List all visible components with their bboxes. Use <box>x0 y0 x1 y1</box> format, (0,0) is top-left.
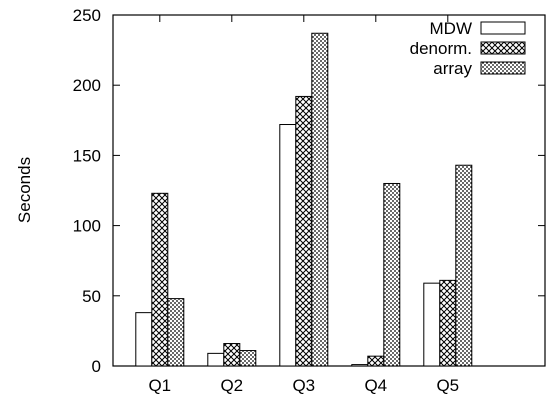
x-tick-label: Q1 <box>148 376 171 395</box>
bar-mdw-q4 <box>351 364 369 367</box>
plot-frame <box>112 14 546 367</box>
legend-swatch <box>480 41 526 55</box>
bar-denorm--q1 <box>151 192 169 367</box>
y-tick-label: 200 <box>73 76 101 95</box>
bar-array-q5 <box>455 164 473 367</box>
y-axis: 0 50 100 150 200 250 <box>73 6 545 376</box>
y-tick-label: 0 <box>92 357 101 376</box>
bar-array-q4 <box>383 182 401 367</box>
bars <box>135 32 473 367</box>
y-tick-label: 100 <box>73 217 101 236</box>
legend-label: array <box>433 59 472 78</box>
bar-mdw-q2 <box>207 352 225 367</box>
y-tick-label: 150 <box>73 146 101 165</box>
y-axis-title: Seconds <box>15 157 34 223</box>
legend-swatch <box>480 21 526 35</box>
y-tick-label: 250 <box>73 6 101 25</box>
bar-mdw-q1 <box>135 312 153 367</box>
x-tick-label: Q2 <box>220 376 243 395</box>
legend-label: MDW <box>430 19 472 38</box>
bar-array-q3 <box>311 32 329 367</box>
bar-denorm--q4 <box>367 355 385 367</box>
bar-mdw-q3 <box>279 124 297 367</box>
bar-denorm--q2 <box>223 343 241 367</box>
bar-array-q2 <box>239 350 257 367</box>
x-tick-label: Q3 <box>292 376 315 395</box>
x-tick-label: Q4 <box>364 376 387 395</box>
bar-mdw-q5 <box>423 282 441 367</box>
bar-denorm--q3 <box>295 95 313 367</box>
legend-label: denorm. <box>410 39 472 58</box>
bar-denorm--q5 <box>439 279 457 367</box>
y-tick-label: 50 <box>82 287 101 306</box>
bar-array-q1 <box>167 298 185 367</box>
x-tick-label: Q5 <box>436 376 459 395</box>
legend-swatch <box>480 61 526 75</box>
